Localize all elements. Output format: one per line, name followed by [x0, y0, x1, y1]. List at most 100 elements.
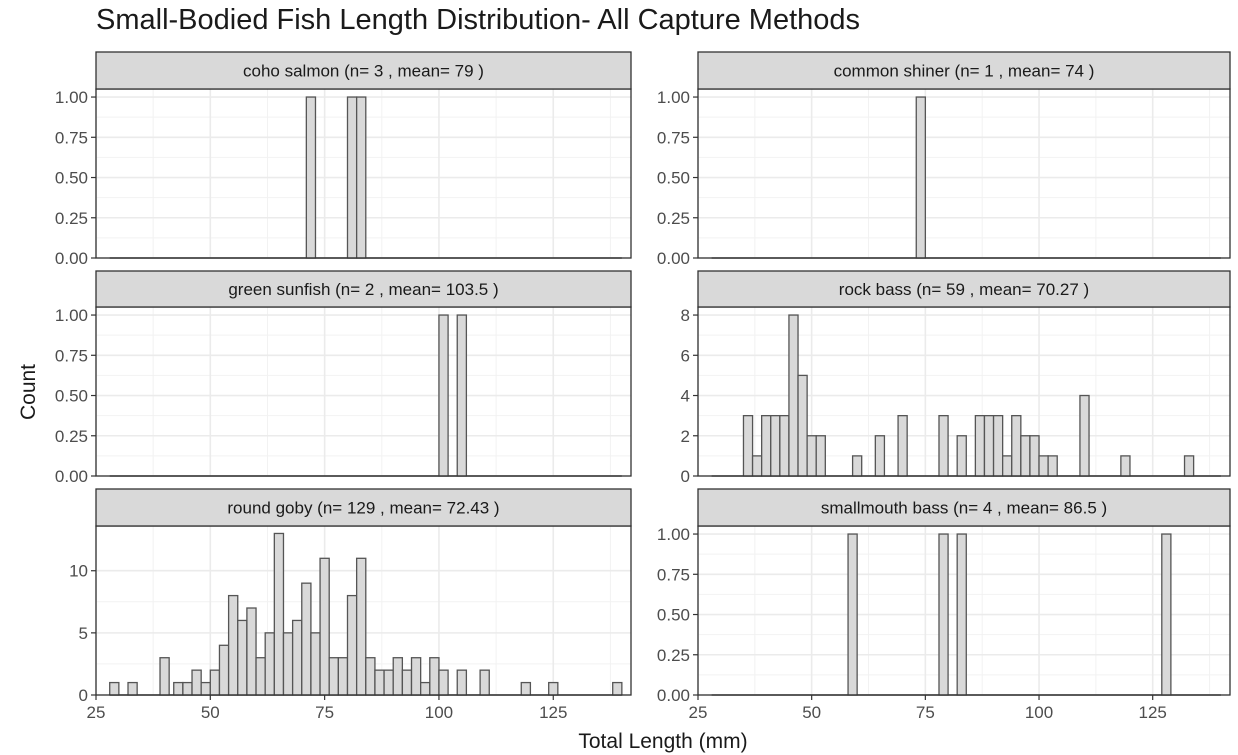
- histogram-bar: [255, 657, 266, 696]
- x-tick-label: 75: [916, 703, 935, 722]
- histogram-bar: [310, 632, 321, 696]
- histogram-bar: [983, 414, 995, 477]
- facet-strip: [697, 488, 1231, 527]
- histogram-bar: [806, 435, 817, 477]
- histogram-bar: [1038, 455, 1049, 477]
- histogram-bar: [319, 557, 330, 696]
- facet-strip: [697, 51, 1231, 90]
- histogram-bar: [355, 557, 367, 696]
- x-axis-title: Total Length (mm): [578, 730, 747, 753]
- y-tick-label: 0.25: [657, 646, 690, 665]
- histogram-bar: [365, 657, 376, 696]
- x-tick-label: 50: [201, 703, 220, 722]
- histogram-bar: [751, 455, 763, 477]
- x-tick-label: 50: [802, 703, 821, 722]
- facet-panel: green sunfish (n= 2 , mean= 103.5 ) 0.00 0…: [55, 270, 632, 486]
- histogram-bar: [938, 533, 949, 696]
- facet-label: common shiner (n= 1 , mean= 74 ): [834, 62, 1095, 81]
- facet-panel: round goby (n= 129 , mean= 72.43 ) 0 5 10 25…: [69, 488, 632, 722]
- histogram-bar: [429, 657, 440, 696]
- histogram-bar: [938, 414, 949, 477]
- histogram-bar: [1079, 394, 1090, 477]
- histogram-bar: [456, 669, 468, 696]
- histogram-bar: [956, 435, 967, 477]
- facet-strip: [95, 270, 632, 308]
- y-tick-label: 8: [681, 306, 690, 325]
- histogram-bar: [815, 435, 826, 477]
- y-tick-label: 0.00: [55, 467, 88, 486]
- histogram-bar: [420, 681, 431, 696]
- histogram-bar: [761, 414, 772, 477]
- histogram-bar: [159, 657, 170, 696]
- y-tick-label: 1.00: [55, 306, 88, 325]
- histogram-bar: [992, 414, 1004, 477]
- histogram-bar: [1120, 455, 1131, 477]
- facet-label: green sunfish (n= 2 , mean= 103.5 ): [228, 280, 498, 299]
- histogram-bar: [1020, 435, 1031, 477]
- y-tick-label: 0.50: [657, 606, 690, 625]
- histogram-bar: [301, 582, 312, 696]
- facet-label: coho salmon (n= 3 , mean= 79 ): [243, 62, 484, 81]
- histogram-bar: [355, 96, 367, 259]
- histogram-bar: [328, 657, 340, 696]
- histogram-bar: [1029, 435, 1040, 477]
- histogram-bar: [127, 681, 138, 696]
- facet-strip: [697, 270, 1231, 308]
- facet-label: smallmouth bass (n= 4 , mean= 86.5 ): [821, 499, 1107, 518]
- histogram-bar: [797, 374, 808, 477]
- histogram-bar: [1011, 414, 1022, 477]
- y-tick-label: 0.50: [657, 169, 690, 188]
- y-tick-label: 4: [681, 387, 690, 406]
- histogram-bar: [1183, 455, 1195, 477]
- y-tick-label: 0.75: [657, 128, 690, 147]
- facet-panel: smallmouth bass (n= 4 , mean= 86.5 ) 0.00…: [657, 488, 1231, 722]
- histogram-bar: [237, 619, 248, 696]
- histogram-bar: [209, 669, 221, 696]
- facet-label: round goby (n= 129 , mean= 72.43 ): [227, 499, 499, 518]
- histogram-bar: [282, 632, 294, 696]
- histogram-bar: [227, 594, 239, 696]
- histogram-bar: [401, 669, 413, 696]
- histogram-bar: [383, 669, 394, 696]
- x-tick-label: 100: [1025, 703, 1053, 722]
- histogram-bar: [374, 669, 385, 696]
- histogram-bar: [770, 414, 781, 477]
- x-tick-label: 25: [689, 703, 708, 722]
- histogram-bar: [246, 607, 257, 696]
- y-tick-label: 0.50: [55, 387, 88, 406]
- y-tick-label: 0: [79, 686, 88, 705]
- y-tick-label: 0.00: [55, 249, 88, 268]
- x-tick-label: 25: [87, 703, 106, 722]
- histogram-bar: [788, 314, 799, 477]
- x-tick-label: 75: [315, 703, 334, 722]
- y-tick-label: 0.25: [55, 427, 88, 446]
- histogram-bar: [392, 657, 404, 696]
- histogram-bar: [779, 414, 790, 477]
- histogram-bar: [346, 96, 358, 259]
- histogram-bar: [1161, 533, 1172, 696]
- y-tick-label: 5: [79, 624, 88, 643]
- histogram-bar: [915, 96, 927, 259]
- y-tick-label: 0.25: [55, 209, 88, 228]
- histogram-bar: [438, 314, 449, 477]
- histogram-bar: [548, 681, 559, 696]
- histogram-bar: [173, 681, 184, 696]
- y-tick-label: 0.00: [657, 249, 690, 268]
- histogram-bar: [182, 681, 193, 696]
- panel-background: [698, 89, 1230, 258]
- histogram-bar: [337, 657, 349, 696]
- histogram-bar: [456, 314, 468, 477]
- histogram-bar: [897, 414, 908, 477]
- chart-title: Small-Bodied Fish Length Distribution- A…: [96, 4, 861, 36]
- y-tick-label: 1.00: [657, 525, 690, 544]
- y-tick-label: 1.00: [55, 88, 88, 107]
- histogram-bar: [346, 594, 358, 696]
- y-tick-label: 0.75: [55, 346, 88, 365]
- histogram-bar: [191, 669, 202, 696]
- y-tick-label: 10: [69, 562, 88, 581]
- histogram-bar: [520, 681, 532, 696]
- histogram-bar: [109, 681, 120, 696]
- facet-panel: coho salmon (n= 3 , mean= 79 ) 0.00 0.25 0.…: [55, 51, 632, 268]
- histogram-bar: [410, 657, 422, 696]
- histogram-bar: [479, 669, 490, 696]
